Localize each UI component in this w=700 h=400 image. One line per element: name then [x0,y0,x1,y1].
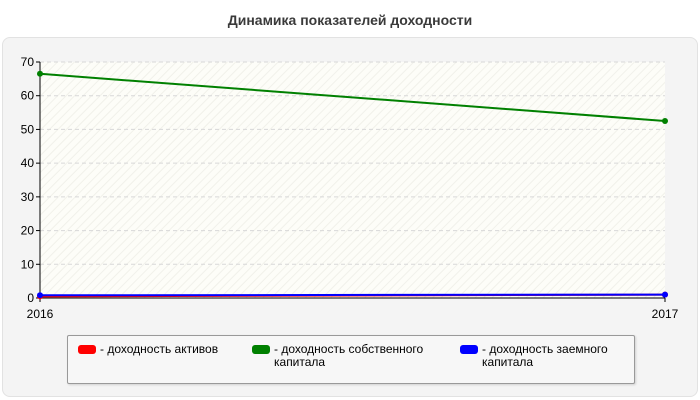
legend-item-equity[interactable]: - доходность собственного капитала [252,343,442,369]
legend-label-equity: - доходность собственного капитала [274,342,424,369]
y-tick-label-70: 70 [21,55,35,69]
y-tick-label-40: 40 [21,156,35,170]
legend-swatch-equity [252,345,270,354]
series-line-1 [39,72,666,122]
legend-swatch-debt [460,345,478,354]
y-tick-label-60: 60 [21,89,35,103]
legend-label-debt: - доходность заемного капитала [482,342,608,369]
legend: - доходность активов - доходность собств… [67,335,635,384]
y-tick-label-0: 0 [27,291,34,305]
legend-label-assets: - доходность активов [100,342,219,356]
y-tick-label-10: 10 [21,257,35,271]
y-tick-label-20: 20 [21,224,35,238]
series-1-point-0 [37,70,43,77]
series-1-point-1 [662,118,668,124]
plot-area [40,62,665,298]
series-2-point-1 [662,291,668,298]
legend-item-assets[interactable]: - доходность активов [78,343,218,356]
legend-swatch-assets [78,345,96,354]
series-line-2 [39,293,666,297]
y-tick-label-30: 30 [21,190,35,204]
legend-item-debt[interactable]: - доходность заемного капитала [460,343,630,369]
x-tick-label-2016: 2016 [27,307,54,321]
x-tick-label-2017: 2017 [652,307,679,321]
chart-title: Динамика показателей доходности [227,12,473,28]
y-tick-label-50: 50 [21,122,35,136]
series-2-point-0 [37,292,43,299]
